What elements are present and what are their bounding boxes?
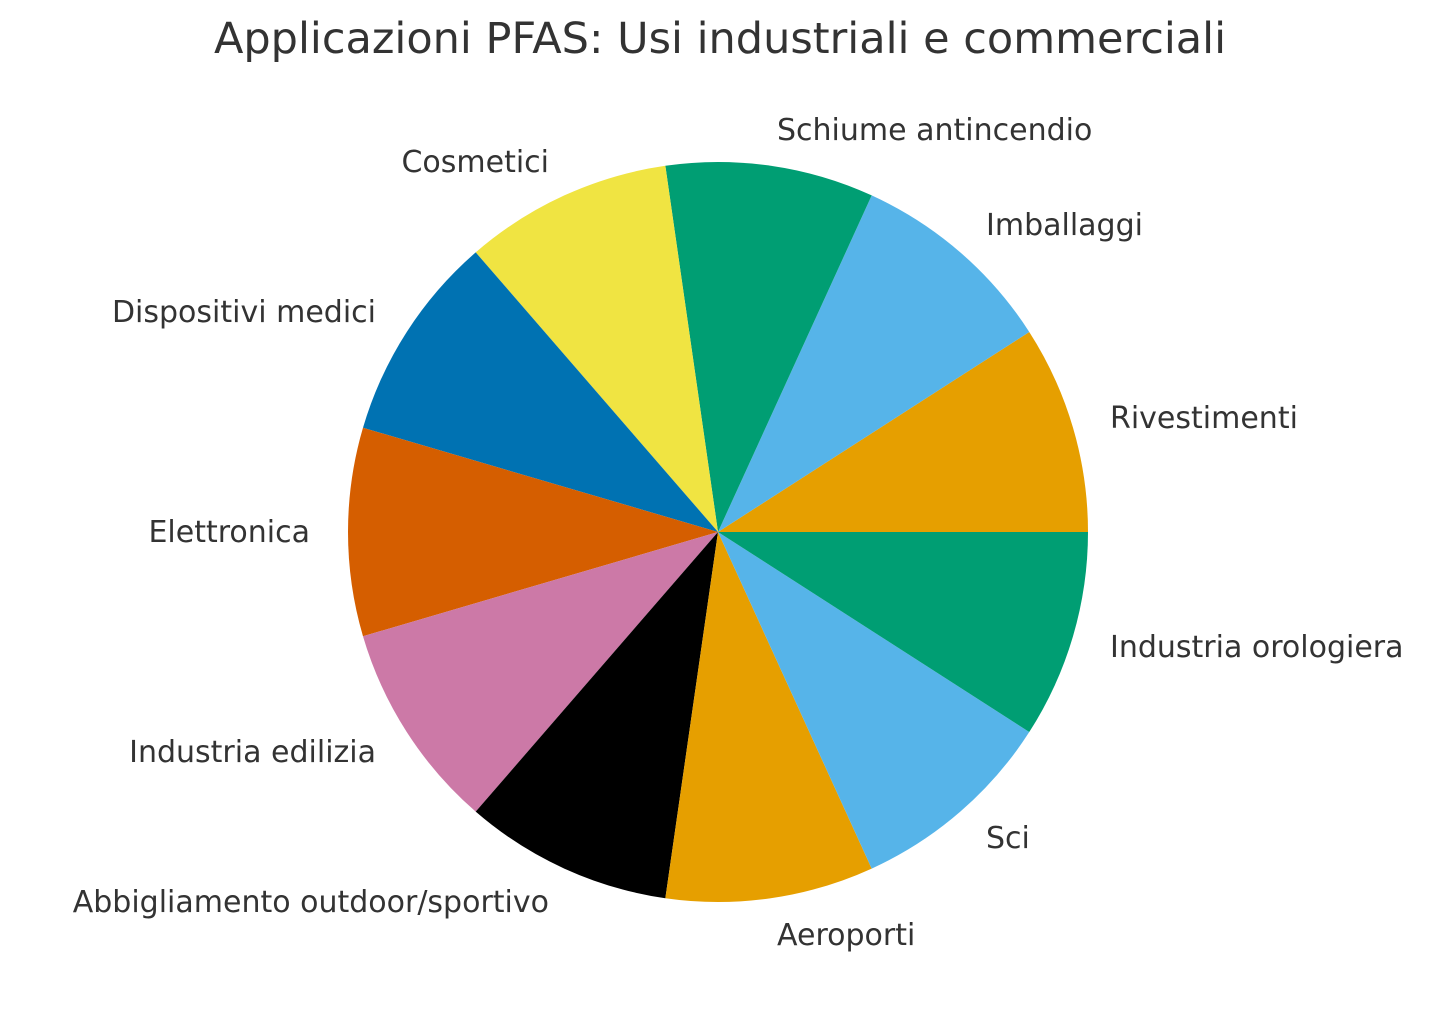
pie-slice-rivestimenti: [718, 331, 1088, 532]
pie-slice-industria-orologiera: [718, 532, 1089, 733]
pie-slice-schiume-antincendio: [665, 162, 872, 532]
chart-title: Applicazioni PFAS: Usi industriali e com…: [213, 14, 1227, 64]
slice-label: Schiume antincendio: [777, 113, 1092, 148]
slice-label: Dispositivi medici: [112, 295, 376, 330]
slice-label: Sci: [986, 821, 1030, 856]
pie-slice-imballaggi: [718, 195, 1030, 532]
pie-slice-cosmetici: [475, 165, 718, 533]
slice-label: Cosmetici: [401, 145, 549, 180]
pie-slice-sci: [718, 532, 1030, 869]
slice-label: Industria orologiera: [1110, 630, 1404, 665]
slice-label: Abbigliamento outdoor/sportivo: [73, 885, 549, 920]
pie-labels: Rivestimenti Imballaggi Schiume antincendi…: [73, 113, 1404, 953]
slice-label: Imballaggi: [986, 208, 1143, 243]
pie-slice-elettronica: [348, 427, 718, 637]
pie-slice-aeroporti: [665, 532, 872, 903]
pie-slice-dispositivi-medici: [362, 252, 718, 532]
pie-slice-abbigliamento-outdoor-sportivo: [475, 532, 718, 899]
slice-label: Rivestimenti: [1110, 401, 1298, 436]
slice-label: Industria edilizia: [129, 735, 376, 770]
slice-label: Aeroporti: [777, 918, 915, 953]
pie-slice-industria-edilizia: [362, 532, 718, 812]
slice-label: Elettronica: [148, 515, 310, 550]
pie-slices: [348, 162, 1089, 903]
